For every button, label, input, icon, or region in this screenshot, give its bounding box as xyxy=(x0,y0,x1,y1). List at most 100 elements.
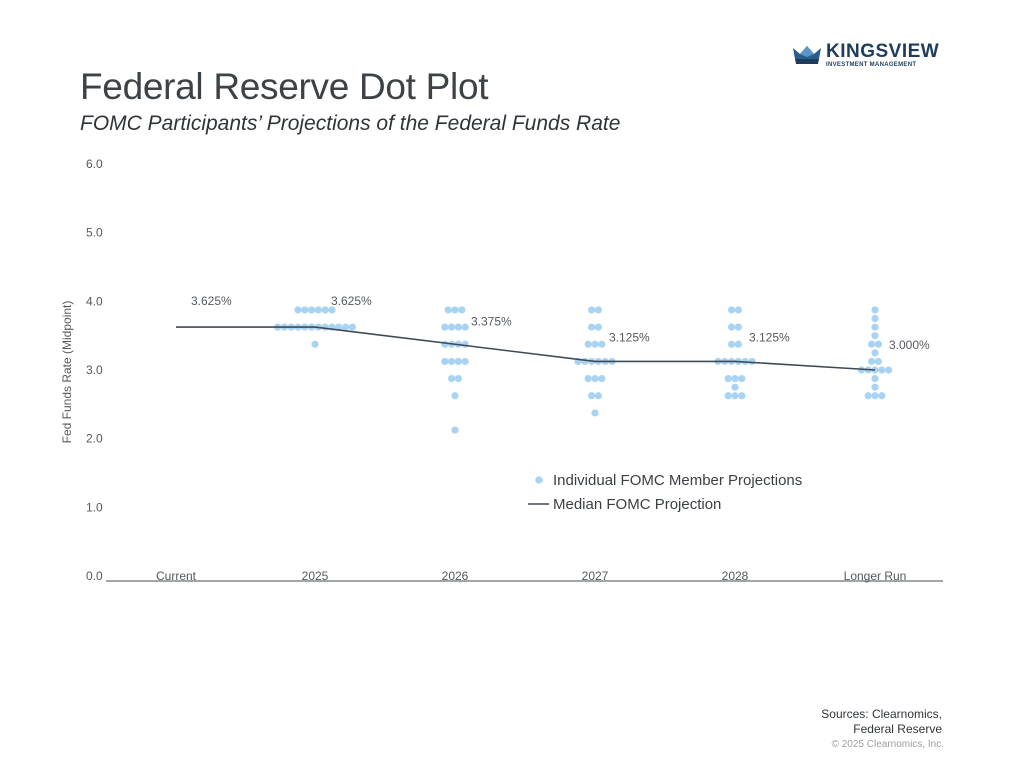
projection-dot xyxy=(588,392,596,400)
projection-dot xyxy=(871,383,879,391)
logo-name: KINGSVIEW xyxy=(826,41,940,62)
copyright: © 2025 Clearnomics, Inc. xyxy=(831,739,944,750)
sources-note: Sources: Clearnomics, Federal Reserve xyxy=(821,707,942,737)
legend: Individual FOMC Member Projections Media… xyxy=(528,472,802,513)
x-tick-label: 2028 xyxy=(722,569,749,583)
projection-dot xyxy=(871,374,879,383)
projection-dot xyxy=(461,340,469,348)
projection-dots xyxy=(274,306,893,434)
projection-dot xyxy=(728,340,736,348)
projection-dot xyxy=(441,340,449,348)
median-value-label: 3.125% xyxy=(609,330,650,344)
legend-dots-label: Individual FOMC Member Projections xyxy=(553,472,802,489)
page-subtitle: FOMC Participants’ Projections of the Fe… xyxy=(80,112,621,135)
projection-dot xyxy=(454,357,462,366)
projection-dot xyxy=(314,306,322,314)
projection-dot xyxy=(342,323,350,331)
y-tick-label: 6.0 xyxy=(86,157,103,171)
projection-dot xyxy=(871,332,879,340)
median-value-label: 3.000% xyxy=(889,338,930,352)
x-tick-label: Current xyxy=(156,569,197,583)
projection-dot xyxy=(871,392,879,400)
projection-dot xyxy=(738,392,746,400)
projection-dot xyxy=(594,392,603,400)
projection-dot xyxy=(728,306,736,314)
projection-dot xyxy=(448,323,456,331)
median-labels: 3.625% 3.625% 3.375% 3.125% 3.125% 3.000% xyxy=(191,294,930,352)
projection-dot xyxy=(441,323,449,331)
y-tick-label: 1.0 xyxy=(86,500,103,514)
y-axis-label: Fed Funds Rate (Midpoint) xyxy=(60,301,74,444)
projection-dot xyxy=(731,383,739,391)
projection-dot xyxy=(335,323,343,331)
projection-dot xyxy=(871,323,879,331)
projection-dot xyxy=(448,374,456,383)
projection-dot xyxy=(451,392,459,400)
projection-dot xyxy=(584,374,592,383)
median-value-label: 3.125% xyxy=(749,330,790,344)
projection-dot xyxy=(594,306,603,314)
projection-dot xyxy=(448,357,456,366)
page-title: Federal Reserve Dot Plot xyxy=(80,66,489,107)
projection-dot xyxy=(444,306,452,314)
projection-dot xyxy=(594,323,603,331)
y-tick-label: 0.0 xyxy=(86,569,103,583)
projection-dot xyxy=(301,306,309,314)
projection-dot xyxy=(591,409,599,417)
y-tick-label: 5.0 xyxy=(86,226,103,240)
y-tick-label: 4.0 xyxy=(86,294,103,308)
projection-dot xyxy=(348,323,356,331)
projection-dot xyxy=(441,357,449,366)
median-value-label: 3.625% xyxy=(191,294,232,308)
projection-dot xyxy=(454,323,462,331)
kingsview-logo: KINGSVIEW INVESTMENT MANAGEMENT xyxy=(792,42,939,68)
y-tick-label: 2.0 xyxy=(86,432,103,446)
x-tick-label: 2025 xyxy=(302,569,329,583)
projection-dot xyxy=(871,314,879,323)
projection-dot xyxy=(591,340,599,348)
projection-dot xyxy=(321,306,329,314)
legend-dot-marker xyxy=(535,476,543,484)
projection-dot xyxy=(857,366,866,374)
projection-dot xyxy=(868,357,876,366)
projection-dot xyxy=(885,366,893,374)
projection-dot xyxy=(724,392,732,400)
median-value-label: 3.625% xyxy=(331,294,372,308)
projection-dot xyxy=(458,306,466,314)
median-value-label: 3.375% xyxy=(471,314,512,328)
projection-dot xyxy=(588,306,596,314)
projection-dot xyxy=(731,392,739,400)
projection-dot xyxy=(748,357,756,366)
projection-dot xyxy=(598,374,606,383)
projection-dot xyxy=(294,306,302,314)
projection-dot xyxy=(584,340,592,348)
projection-dot xyxy=(734,323,743,331)
x-tick-label: Longer Run xyxy=(844,569,907,583)
legend-median-label: Median FOMC Projection xyxy=(553,496,721,513)
projection-dot xyxy=(878,366,886,374)
projection-dot xyxy=(451,426,459,434)
projection-dot xyxy=(734,340,743,348)
projection-dot xyxy=(734,306,743,314)
projection-dot xyxy=(598,340,606,348)
projection-dot xyxy=(864,392,872,400)
crown-icon xyxy=(793,46,821,64)
projection-dot xyxy=(454,374,462,383)
projection-dot xyxy=(461,323,469,331)
projection-dot xyxy=(461,357,469,366)
projection-dot xyxy=(588,323,596,331)
y-axis-ticks: 0.0 1.0 2.0 3.0 4.0 5.0 6.0 xyxy=(86,157,103,583)
logo-tagline: INVESTMENT MANAGEMENT xyxy=(826,62,917,68)
projection-dot xyxy=(731,374,739,383)
median-line xyxy=(176,326,876,371)
projection-dot xyxy=(328,306,336,314)
projection-dot xyxy=(874,340,883,348)
sources-line-1: Sources: Clearnomics, xyxy=(821,707,942,721)
projection-dot xyxy=(738,374,746,383)
projection-dot xyxy=(321,323,329,331)
projection-dot xyxy=(581,357,589,366)
x-axis-ticks: Current 2025 2026 2027 2028 Longer Run xyxy=(156,569,906,583)
x-tick-label: 2027 xyxy=(582,569,609,583)
projection-dot xyxy=(871,349,879,357)
